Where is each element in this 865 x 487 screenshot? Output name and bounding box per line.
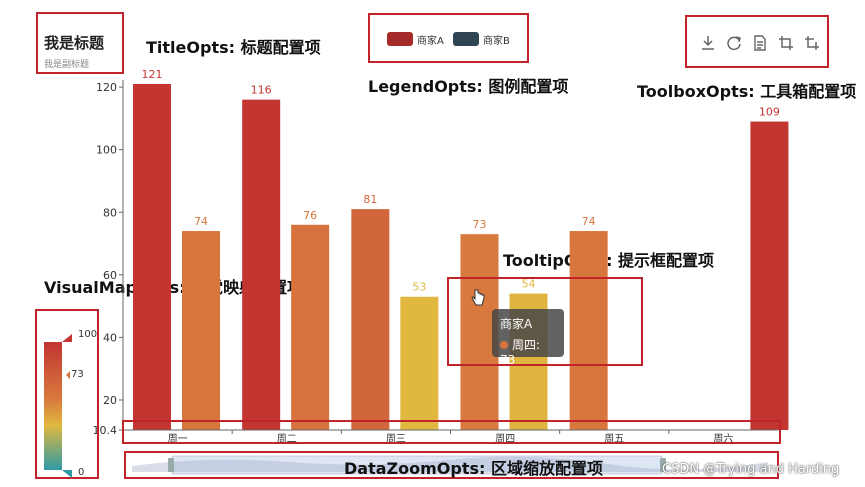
tooltip-series: 商家A bbox=[500, 317, 533, 331]
annotation-toolbox-opts: ToolboxOpts: 工具箱配置项 bbox=[637, 82, 857, 101]
xaxis-highlight-box bbox=[122, 420, 781, 444]
tooltip-highlight-box bbox=[447, 277, 643, 366]
y-tick-label: 120 bbox=[96, 81, 117, 94]
tooltip-dot bbox=[500, 341, 508, 349]
y-tick-label: 60 bbox=[103, 269, 117, 282]
datazoom-handle-left[interactable] bbox=[168, 458, 174, 472]
datazoom-highlight-box bbox=[124, 451, 779, 479]
bar-a-0[interactable] bbox=[133, 84, 171, 430]
y-tick-label: 100 bbox=[96, 144, 117, 157]
zoom-reset-icon[interactable] bbox=[803, 34, 821, 52]
y-tick-label: 40 bbox=[103, 331, 117, 344]
data-view-icon[interactable] bbox=[751, 34, 769, 52]
legend-swatch-b[interactable] bbox=[453, 32, 479, 46]
title-highlight-box bbox=[36, 12, 124, 74]
chart-title: 我是标题 bbox=[44, 34, 105, 52]
annotation-visualmap-opts: VisualMapOpts: 视觉映射配置项 bbox=[44, 278, 304, 297]
bar-value-label: 121 bbox=[142, 68, 163, 81]
visualmap-max: 100 bbox=[78, 329, 98, 340]
tooltip: 商家A 周四: 73 bbox=[492, 309, 564, 367]
tooltip-row: 周四: 73 bbox=[500, 336, 556, 367]
y-tick-label: 80 bbox=[103, 206, 117, 219]
watermark: CSDN @Trying and Harding bbox=[662, 462, 840, 477]
datazoom-slider[interactable] bbox=[128, 454, 776, 476]
visualmap-current: 73 bbox=[71, 369, 84, 380]
bar-value-label: 74 bbox=[582, 215, 596, 228]
bar-value-label: 73 bbox=[473, 218, 487, 231]
visualmap[interactable] bbox=[40, 320, 100, 480]
tooltip-value: 周四: 73 bbox=[500, 338, 541, 367]
legend-label-b[interactable]: 商家B bbox=[483, 36, 510, 47]
bar-value-label: 53 bbox=[412, 281, 426, 294]
chart-subtitle: 我是副标题 bbox=[44, 60, 90, 70]
bar-b-2[interactable] bbox=[400, 296, 439, 430]
hand-cursor-icon bbox=[471, 289, 485, 306]
refresh-icon[interactable] bbox=[725, 34, 743, 52]
legend-label-a[interactable]: 商家A bbox=[417, 36, 444, 47]
bar-b-0[interactable] bbox=[182, 231, 220, 430]
annotation-datazoom-opts: DataZoomOpts: 区域缩放配置项 bbox=[344, 459, 603, 478]
bar-value-label: 116 bbox=[251, 84, 272, 97]
visualmap-indicator bbox=[66, 371, 70, 379]
visualmap-handle-top[interactable] bbox=[62, 334, 72, 342]
legend-swatch-a[interactable] bbox=[387, 32, 413, 46]
bar-a-2[interactable] bbox=[351, 209, 390, 430]
bar-value-label: 81 bbox=[363, 193, 377, 206]
visualmap-highlight-box bbox=[35, 309, 99, 479]
bar-b-1[interactable] bbox=[291, 224, 330, 430]
visualmap-min: 0 bbox=[78, 467, 85, 478]
bar-value-label: 76 bbox=[303, 209, 317, 222]
annotation-legend-opts: LegendOpts: 图例配置项 bbox=[368, 77, 569, 96]
visualmap-handle-bottom[interactable] bbox=[62, 470, 72, 478]
bar-a-5[interactable] bbox=[750, 121, 789, 431]
download-icon[interactable] bbox=[699, 34, 717, 52]
datazoom-handle-right[interactable] bbox=[660, 458, 666, 472]
y-tick-label: 20 bbox=[103, 394, 117, 407]
zoom-icon[interactable] bbox=[777, 34, 795, 52]
toolbox-highlight-box bbox=[685, 15, 829, 68]
annotation-tooltip-opts: TooltipOpts: 提示框配置项 bbox=[503, 251, 715, 270]
bar-value-label: 54 bbox=[522, 278, 536, 291]
bar-a-1[interactable] bbox=[242, 99, 281, 430]
bar-value-label: 74 bbox=[194, 215, 208, 228]
legend-highlight-box bbox=[368, 13, 529, 63]
bar-value-label: 109 bbox=[759, 106, 780, 119]
bar-a-4[interactable] bbox=[569, 231, 608, 430]
annotation-title-opts: TitleOpts: 标题配置项 bbox=[146, 38, 321, 57]
